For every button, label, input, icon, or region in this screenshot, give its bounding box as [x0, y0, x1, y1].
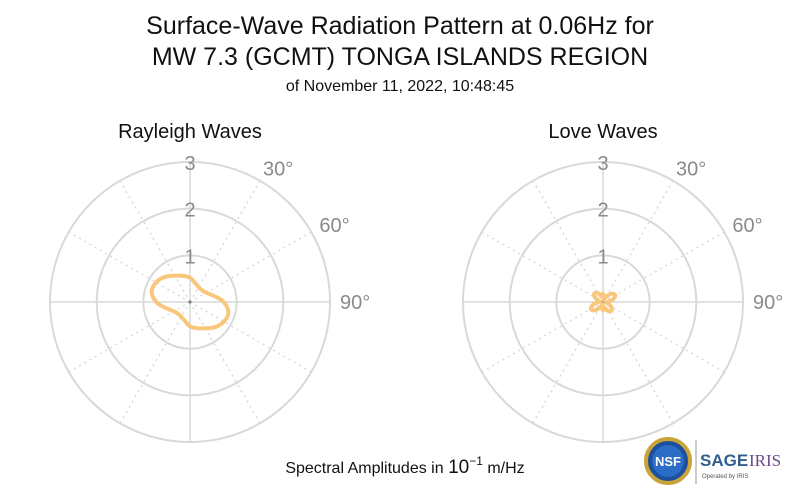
- grid-circle: [462, 161, 744, 443]
- grid-circle: [142, 254, 238, 350]
- r-tick-label: 3: [184, 153, 195, 175]
- sage-iris-logo: SAGE IRIS Operated by IRIS: [700, 451, 781, 480]
- love-polar-plot: Love Waves 1 2 3 30° 60° 90°: [462, 121, 783, 443]
- operated-by-text: Operated by IRIS: [702, 474, 748, 480]
- spoke-line: [189, 301, 312, 373]
- spoke-line: [189, 180, 261, 303]
- figure-subtitle: of November 11, 2022, 10:48:45: [286, 78, 514, 95]
- theta-tick-label: 90°: [340, 292, 370, 314]
- rayleigh-polar-plot: Rayleigh Waves 1 2 3 30° 60° 90°: [49, 121, 370, 443]
- theta-tick-label: 90°: [753, 292, 783, 314]
- spoke-line: [481, 301, 604, 373]
- r-tick-label: 2: [597, 200, 608, 222]
- theta-tick-label: 30°: [263, 159, 293, 181]
- chart-title: Rayleigh Waves: [118, 121, 262, 143]
- r-tick-label: 1: [184, 246, 195, 268]
- nsf-logo-text: NSF: [655, 454, 681, 469]
- theta-tick-label: 60°: [319, 215, 349, 237]
- spoke-line: [602, 231, 725, 303]
- center-point: [188, 300, 192, 304]
- spoke-line: [532, 301, 604, 424]
- spoke-line: [602, 301, 674, 424]
- radiation-pattern-line: [149, 273, 231, 331]
- spoke-line: [602, 301, 725, 373]
- figure-title-line1: Surface-Wave Radiation Pattern at 0.06Hz…: [146, 12, 654, 40]
- grid-circle: [95, 207, 285, 397]
- r-tick-label: 1: [597, 246, 608, 268]
- spoke-line: [532, 180, 604, 303]
- spoke-line: [602, 180, 674, 303]
- r-tick-label: 3: [597, 153, 608, 175]
- spoke-line: [68, 231, 191, 303]
- footer-exponent: −1: [469, 454, 483, 468]
- grid-circle: [555, 254, 651, 350]
- nsf-logo: NSF: [644, 437, 692, 485]
- grid-circle: [508, 207, 698, 397]
- footer-unit: m/Hz: [483, 460, 525, 477]
- grid-circle: [49, 161, 331, 443]
- theta-tick-label: 60°: [732, 215, 762, 237]
- radiation-pattern-line: [588, 290, 618, 314]
- theta-tick-label: 30°: [676, 159, 706, 181]
- footer-base: 10: [448, 457, 469, 478]
- iris-logo-text: IRIS: [749, 451, 781, 470]
- spoke-line: [119, 301, 191, 424]
- footer-units: Spectral Amplitudes in 10−1 m/Hz: [285, 454, 524, 478]
- sage-logo-text: SAGE: [700, 451, 748, 470]
- spoke-line: [481, 231, 604, 303]
- r-tick-label: 2: [184, 200, 195, 222]
- footer-prefix: Spectral Amplitudes in: [285, 460, 448, 477]
- chart-title: Love Waves: [548, 121, 657, 143]
- figure-title-line2: MW 7.3 (GCMT) TONGA ISLANDS REGION: [152, 43, 648, 71]
